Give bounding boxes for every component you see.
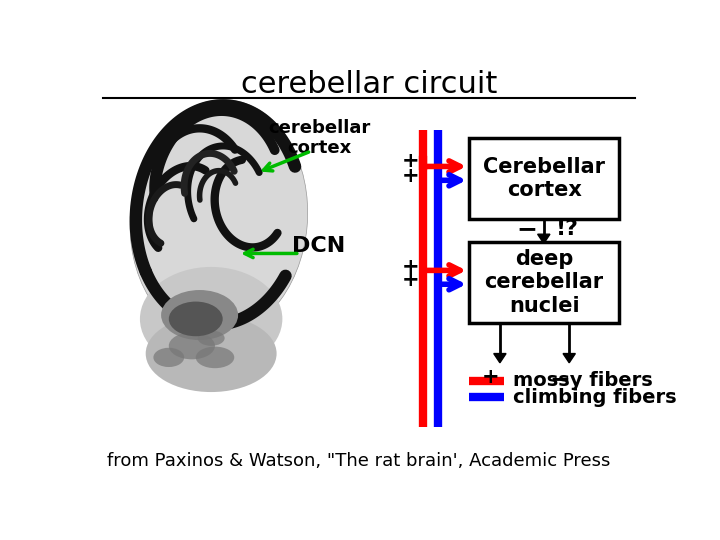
Text: DCN: DCN [292,236,346,256]
Text: from Paxinos & Watson, "The rat brain', Academic Press: from Paxinos & Watson, "The rat brain', … [107,453,611,470]
Text: +: + [402,151,419,171]
Ellipse shape [198,330,225,346]
Ellipse shape [168,333,215,359]
Text: +: + [482,367,500,387]
Text: !?: !? [555,219,578,239]
Polygon shape [563,354,575,363]
Text: Cerebellar
cortex: Cerebellar cortex [483,157,606,200]
Polygon shape [538,234,550,244]
Bar [469,242,619,323]
Ellipse shape [145,315,276,392]
Ellipse shape [140,267,282,371]
Ellipse shape [153,348,184,367]
Text: cerebellar circuit: cerebellar circuit [240,70,498,98]
Polygon shape [494,354,506,363]
Text: climbing fibers: climbing fibers [513,388,677,407]
Text: cerebellar
cortex: cerebellar cortex [268,119,370,157]
Ellipse shape [196,347,234,368]
Text: +: + [402,256,419,276]
Ellipse shape [168,301,222,336]
Ellipse shape [130,100,307,338]
Ellipse shape [161,290,238,340]
Text: mossy fibers: mossy fibers [513,371,653,390]
Bar [469,138,619,219]
Text: −: − [516,217,537,241]
Text: +: + [402,271,419,291]
Text: deep
cerebellar
nuclei: deep cerebellar nuclei [485,249,604,315]
Text: −: − [549,367,570,392]
Text: +: + [402,166,419,186]
